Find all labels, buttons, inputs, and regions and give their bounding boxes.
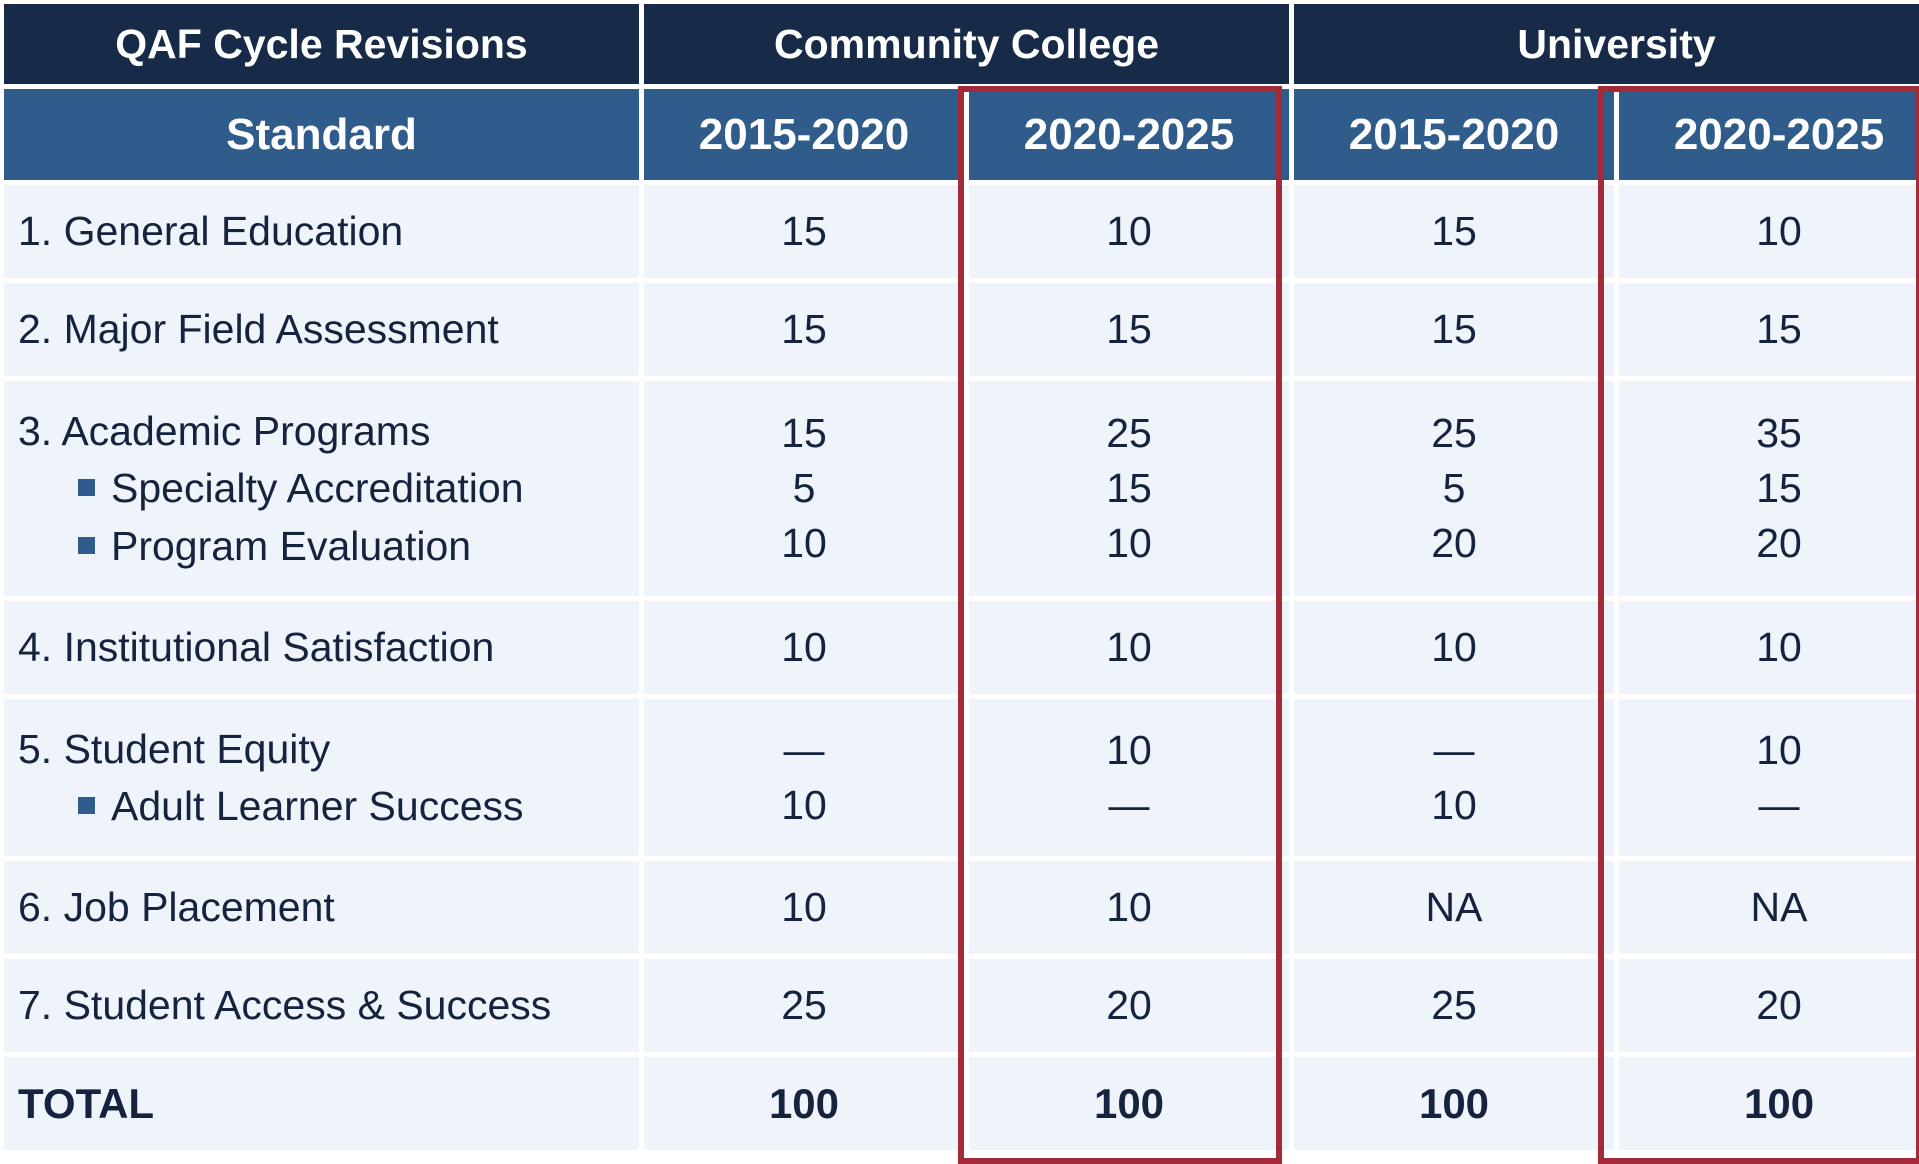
- group-header-university: University: [1294, 4, 1919, 84]
- standard-label: 7. Student Access & Success: [4, 959, 639, 1052]
- table-row: 5. Student Equity Adult Learner Success …: [4, 699, 1919, 856]
- standard-label: 3. Academic Programs: [18, 407, 431, 454]
- standard-header: Standard: [4, 89, 639, 180]
- total-value: 100: [644, 1057, 964, 1150]
- period-header: 2020-2025: [1619, 89, 1919, 180]
- value-cell: — 10: [1294, 699, 1615, 856]
- value: 15: [781, 410, 827, 456]
- value-cell: 10: [1619, 601, 1919, 694]
- sub-value: 20: [1756, 520, 1802, 566]
- value-cell: 25 15 10: [969, 381, 1290, 596]
- standard-label: 2. Major Field Assessment: [4, 283, 639, 376]
- value: 35: [1756, 410, 1802, 456]
- sub-value: 10: [781, 781, 827, 828]
- sub-value: 20: [1431, 520, 1477, 566]
- value-cell: 25: [1294, 959, 1615, 1052]
- value-cell: NA: [1619, 861, 1919, 954]
- sub-standard: Adult Learner Success: [18, 777, 639, 835]
- value-cell: 15 5 10: [644, 381, 964, 596]
- sub-standard: Program Evaluation: [18, 517, 639, 575]
- table-row: 1. General Education 15 10 15 10: [4, 185, 1919, 278]
- value-cell: 15: [1294, 185, 1615, 278]
- total-value: 100: [1294, 1057, 1615, 1150]
- total-row: TOTAL 100 100 100 100: [4, 1057, 1919, 1150]
- value-cell: 10: [1294, 601, 1615, 694]
- table-row: 3. Academic Programs Specialty Accredita…: [4, 381, 1919, 596]
- sub-value: 5: [1442, 465, 1466, 511]
- value-cell: 20: [969, 959, 1290, 1052]
- qaf-table-container: QAF Cycle Revisions Community College Un…: [4, 4, 1919, 1164]
- standard-label: 1. General Education: [4, 185, 639, 278]
- group-header-community-college: Community College: [644, 4, 1290, 84]
- square-bullet-icon: [78, 537, 95, 554]
- value: 10: [1106, 726, 1152, 773]
- sub-value: —: [1108, 781, 1150, 828]
- total-value: 100: [1619, 1057, 1919, 1150]
- value-cell: 25: [644, 959, 964, 1052]
- value-cell: 10: [644, 601, 964, 694]
- value-cell: 15: [1619, 283, 1919, 376]
- square-bullet-icon: [78, 479, 95, 496]
- sub-standard: Specialty Accreditation: [18, 459, 639, 517]
- value-cell: 10 —: [969, 699, 1290, 856]
- value-cell: NA: [1294, 861, 1615, 954]
- table-title: QAF Cycle Revisions: [4, 4, 639, 84]
- value-cell: 10 —: [1619, 699, 1919, 856]
- sub-value: 5: [792, 465, 816, 511]
- sub-value: —: [1758, 781, 1800, 828]
- standard-label: 4. Institutional Satisfaction: [4, 601, 639, 694]
- square-bullet-icon: [78, 797, 95, 814]
- value-cell: 10: [644, 861, 964, 954]
- sub-value: 10: [781, 520, 827, 566]
- group-header-row: QAF Cycle Revisions Community College Un…: [4, 4, 1919, 84]
- standard-label: 5. Student Equity: [18, 725, 331, 772]
- value-cell: — 10: [644, 699, 964, 856]
- table-row: 4. Institutional Satisfaction 10 10 10 1…: [4, 601, 1919, 694]
- total-label: TOTAL: [4, 1057, 639, 1150]
- period-header: 2020-2025: [969, 89, 1290, 180]
- total-value: 100: [969, 1057, 1290, 1150]
- period-header: 2015-2020: [1294, 89, 1615, 180]
- value-cell: 35 15 20: [1619, 381, 1919, 596]
- value: 10: [1756, 726, 1802, 773]
- table-row: 2. Major Field Assessment 15 15 15 15: [4, 283, 1919, 376]
- sub-value: 15: [1106, 465, 1152, 511]
- table-row: 7. Student Access & Success 25 20 25 20: [4, 959, 1919, 1052]
- value-cell: 15: [1294, 283, 1615, 376]
- sub-value: 15: [1756, 465, 1802, 511]
- sub-standard-label: Adult Learner Success: [111, 782, 524, 829]
- value-cell: 15: [644, 185, 964, 278]
- value-cell: 10: [969, 861, 1290, 954]
- standard-label-group: 3. Academic Programs Specialty Accredita…: [4, 381, 639, 596]
- sub-standard-label: Specialty Accreditation: [111, 464, 524, 511]
- standard-label: 6. Job Placement: [4, 861, 639, 954]
- value: —: [1433, 726, 1475, 773]
- value: 25: [1106, 410, 1152, 456]
- table-row: 6. Job Placement 10 10 NA NA: [4, 861, 1919, 954]
- sub-value: 10: [1106, 520, 1152, 566]
- sub-value: 10: [1431, 781, 1477, 828]
- sub-standard-label: Program Evaluation: [111, 522, 472, 569]
- value-cell: 10: [969, 601, 1290, 694]
- value-cell: 20: [1619, 959, 1919, 1052]
- standard-label-group: 5. Student Equity Adult Learner Success: [4, 699, 639, 856]
- value: 25: [1431, 410, 1477, 456]
- value-cell: 25 5 20: [1294, 381, 1615, 596]
- value-cell: 15: [644, 283, 964, 376]
- period-header-row: Standard 2015-2020 2020-2025 2015-2020 2…: [4, 89, 1919, 180]
- value-cell: 15: [969, 283, 1290, 376]
- value: —: [783, 726, 825, 773]
- period-header: 2015-2020: [644, 89, 964, 180]
- value-cell: 10: [1619, 185, 1919, 278]
- value-cell: 10: [969, 185, 1290, 278]
